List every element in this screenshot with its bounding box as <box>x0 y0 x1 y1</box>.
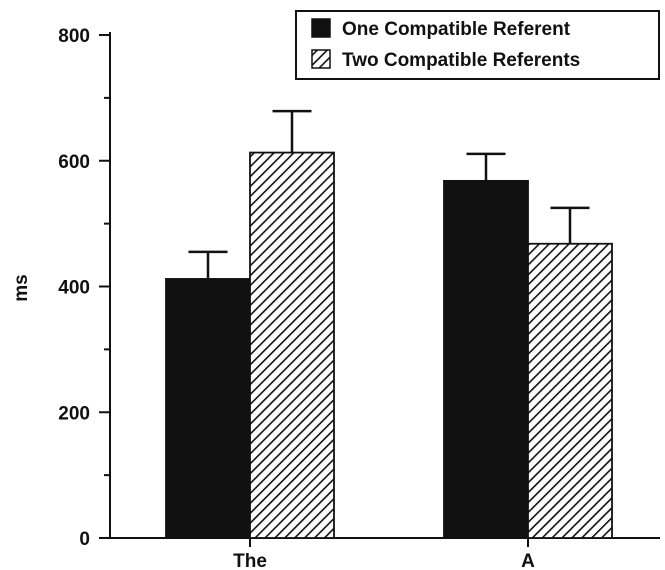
legend-swatch-two-compatible <box>311 49 331 69</box>
legend-swatch-one-compatible <box>311 18 331 38</box>
bar-the-series-1 <box>165 278 251 539</box>
y-tick-label-600: 600 <box>58 152 90 173</box>
y-tick-label-200: 200 <box>58 403 90 424</box>
y-tick-label-800: 800 <box>58 26 90 47</box>
legend-box <box>295 10 660 80</box>
bar-a-series-2 <box>527 242 613 539</box>
y-ticks: 0 200 400 600 800 <box>58 26 110 550</box>
bar-the-series-2 <box>249 151 335 539</box>
legend-label-one-compatible: One Compatible Referent <box>342 19 571 40</box>
error-bars <box>188 109 590 279</box>
y-tick-label-400: 400 <box>58 278 90 299</box>
x-labels: The A <box>233 538 535 570</box>
x-tick-label-a: A <box>521 551 535 570</box>
bars <box>165 151 613 539</box>
bar-a-series-1 <box>443 179 529 539</box>
legend-label-two-compatible: Two Compatible Referents <box>342 50 580 71</box>
legend: One Compatible Referent Two Compatible R… <box>295 10 660 80</box>
x-tick-label-the: The <box>233 551 267 570</box>
y-tick-label-0: 0 <box>79 529 90 550</box>
y-axis-title: ms <box>11 274 32 301</box>
